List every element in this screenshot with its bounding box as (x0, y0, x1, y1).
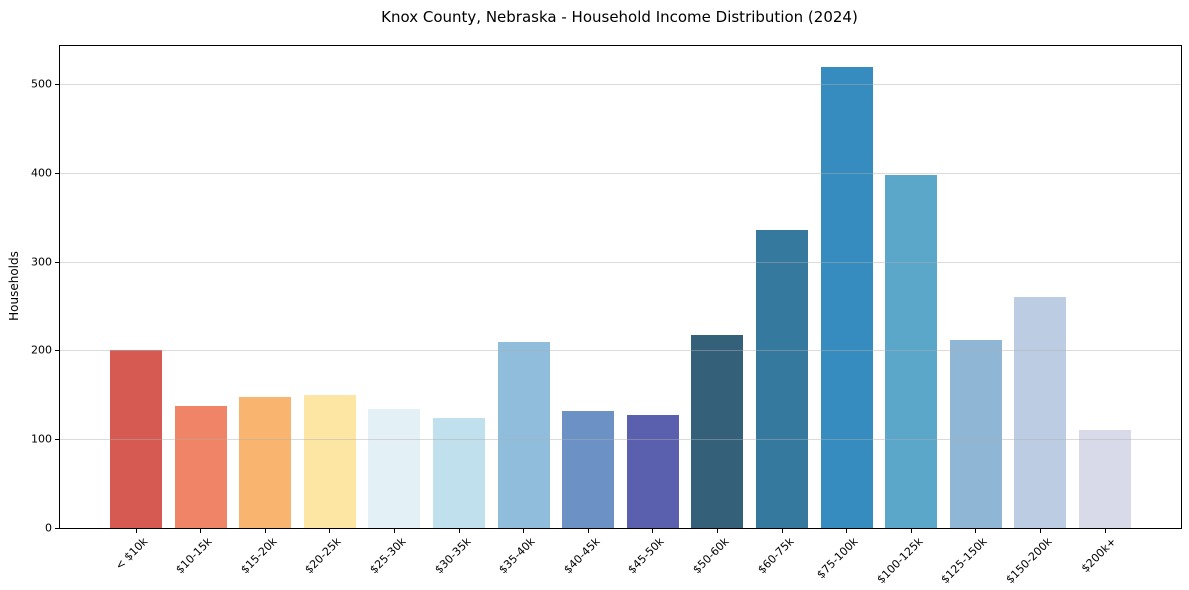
bar-$45-50k (626, 415, 679, 528)
y-tick-label: 100 (31, 432, 52, 446)
x-tick-mark (458, 528, 460, 533)
x-tick-mark (846, 528, 848, 533)
y-tick-label: 300 (31, 255, 52, 269)
x-tick-label: $40-45k (561, 535, 603, 577)
x-tick-mark (135, 528, 137, 533)
bar-$30-35k (433, 417, 485, 528)
x-tick-label: $20-25k (302, 535, 345, 577)
x-tick-mark (587, 528, 589, 533)
x-tick-mark (523, 528, 525, 533)
y-tick-label: 200 (31, 343, 52, 357)
x-tick-label: $30-35k (431, 535, 474, 577)
bar-$25-30k (368, 409, 421, 528)
gridline-500 (60, 84, 1181, 86)
x-tick-mark (393, 528, 395, 533)
chart-title: Knox County, Nebraska - Household Income… (381, 8, 858, 26)
bar-< $10k (110, 349, 162, 528)
x-tick-mark (264, 528, 266, 533)
y-tick-label: 400 (31, 166, 52, 180)
gridline-400 (60, 172, 1181, 174)
gridline-200 (60, 350, 1181, 352)
x-tick-mark (975, 528, 977, 533)
y-tick-mark (55, 261, 60, 263)
x-tick-mark (781, 528, 783, 533)
y-tick-mark (55, 84, 60, 86)
bar-$40-45k (562, 410, 615, 528)
x-tick-mark (1104, 528, 1106, 533)
bar-$100-125k (885, 174, 938, 528)
gridline-300 (60, 261, 1181, 263)
bar-$125-150k (949, 339, 1002, 528)
x-tick-label: $50-60k (690, 535, 732, 577)
x-tick-mark (652, 528, 654, 533)
x-tick-label: $100-125k (874, 535, 926, 587)
y-tick-label: 0 (45, 521, 52, 535)
bar-$75-100k (820, 67, 873, 528)
y-tick-mark (55, 172, 60, 174)
x-tick-label: $150-200k (1003, 535, 1055, 587)
y-tick-mark (55, 528, 60, 529)
x-tick-mark (716, 528, 718, 533)
bar-$15-20k (239, 396, 292, 528)
gridline-100 (60, 439, 1181, 441)
x-tick-label: < $10k (112, 535, 151, 573)
bar-$10-15k (174, 405, 227, 528)
y-tick-mark (55, 439, 60, 441)
x-tick-mark (910, 528, 912, 533)
x-tick-label: $25-30k (367, 535, 409, 577)
x-tick-label: $125-150k (938, 535, 991, 587)
y-axis-label: Households (7, 251, 21, 321)
bar-$35-40k (497, 341, 550, 528)
x-tick-label: $60-75k (754, 535, 797, 577)
y-tick-mark (55, 350, 60, 352)
bar-$20-25k (303, 394, 356, 528)
x-tick-label: $75-100k (814, 535, 861, 582)
x-tick-label: $10-15k (173, 535, 215, 577)
x-tick-label: $35-40k (496, 535, 538, 577)
bar-$150-200k (1014, 297, 1067, 528)
bar-$60-75k (756, 229, 808, 528)
x-tick-label: $200k+ (1079, 535, 1120, 576)
bar-$200k+ (1079, 430, 1131, 528)
x-tick-mark (200, 528, 202, 533)
x-tick-label: $15-20k (238, 535, 280, 577)
x-tick-label: $45-50k (625, 535, 668, 577)
x-tick-mark (329, 528, 331, 533)
x-tick-mark (1039, 528, 1041, 533)
bar-$50-60k (691, 335, 744, 528)
y-tick-label: 500 (31, 77, 52, 91)
plot-area: 0 100 200 300 400 500 < $10k $10-15k $15-20k $20-… (31, 45, 1182, 586)
